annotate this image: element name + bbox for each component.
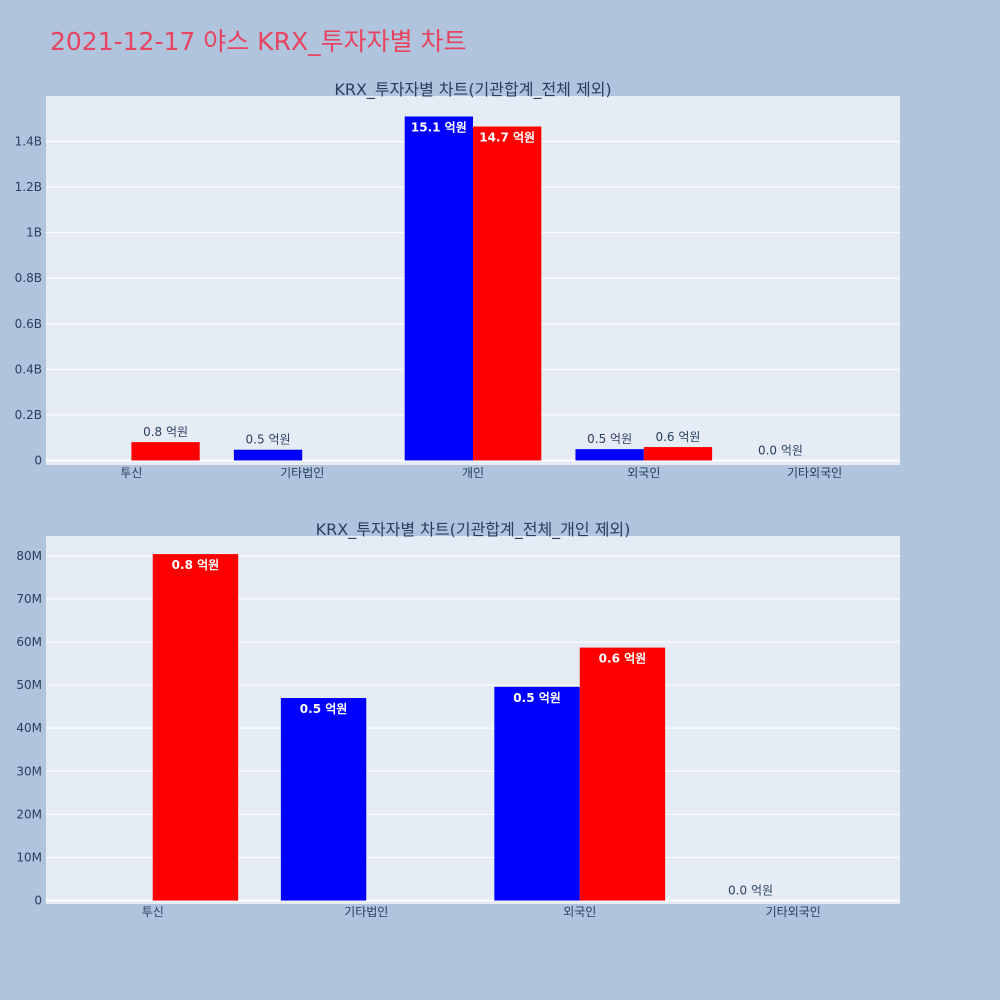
bar-data-label: 0.0 억원: [728, 884, 773, 898]
y-tick-label: 0: [34, 894, 42, 908]
y-tick-label: 30M: [16, 764, 42, 778]
chart-all-investors: KRX_투자자별 차트(기관합계_전체 제외) 0 0.2B 0.4B 0.6B 0.8…: [15, 80, 900, 480]
x-tick-label: 기타외국인: [766, 905, 821, 919]
bar-data-label: 15.1 억원: [411, 121, 467, 135]
bar-data-label: 0.5 억원: [587, 432, 632, 446]
sell-bar: [473, 126, 542, 461]
x-tick-label: 기타외국인: [787, 466, 842, 480]
x-tick-label: 외국인: [563, 905, 596, 919]
page-title: 2021-12-17 야스 KRX_투자자별 차트: [50, 27, 467, 56]
y-tick-label: 70M: [16, 592, 42, 606]
bar-data-label: 0.5 억원: [513, 691, 561, 705]
x-tick-label: 외국인: [627, 466, 660, 480]
buy-bar: [280, 698, 367, 901]
x-tick-label: 투신: [120, 466, 142, 480]
y-tick-label: 0.4B: [15, 362, 42, 376]
buy-bar: [404, 116, 473, 461]
sell-bar: [579, 647, 666, 901]
sell-bar: [643, 447, 713, 461]
y-tick-label: 0.8B: [15, 271, 42, 285]
y-tick-label: 20M: [16, 807, 42, 821]
buy-bar: [233, 449, 303, 461]
chart-title: KRX_투자자별 차트(기관합계_전체 제외): [334, 80, 611, 100]
chart-excluding-individuals: KRX_투자자별 차트(기관합계_전체_개인 제외) 0 10M 20M 30M 40M…: [16, 520, 900, 919]
y-tick-label: 0: [34, 453, 42, 467]
x-tick-label: 기타법인: [344, 905, 388, 919]
bar-data-label: 0.5 억원: [246, 433, 291, 447]
bar-data-label: 0.5 억원: [300, 702, 348, 716]
y-tick-label: 0.2B: [15, 408, 42, 422]
buy-bar: [494, 686, 580, 901]
x-tick-label: 개인: [462, 466, 484, 480]
y-tick-label: 10M: [16, 850, 42, 864]
y-tick-label: 1.4B: [15, 135, 42, 149]
sell-bar: [152, 554, 239, 901]
y-tick-label: 80M: [16, 549, 42, 563]
y-tick-label: 1.2B: [15, 180, 42, 194]
bar-data-label: 0.6 억원: [655, 430, 700, 444]
bar-data-label: 0.0 억원: [758, 443, 803, 457]
buy-bar: [575, 449, 644, 461]
y-tick-label: 50M: [16, 678, 42, 692]
chart-title: KRX_투자자별 차트(기관합계_전체_개인 제외): [316, 520, 631, 540]
y-tick-label: 0.6B: [15, 317, 42, 331]
x-tick-label: 기타법인: [280, 466, 324, 480]
y-tick-label: 1B: [26, 226, 42, 240]
bar-data-label: 0.8 억원: [143, 425, 188, 439]
bar-data-label: 0.6 억원: [599, 652, 647, 666]
y-tick-label: 60M: [16, 635, 42, 649]
bar-data-label: 14.7 억원: [479, 131, 535, 145]
bar-data-label: 0.8 억원: [172, 558, 220, 572]
sell-bar: [131, 442, 200, 461]
x-tick-label: 투신: [142, 905, 164, 919]
y-tick-label: 40M: [16, 721, 42, 735]
